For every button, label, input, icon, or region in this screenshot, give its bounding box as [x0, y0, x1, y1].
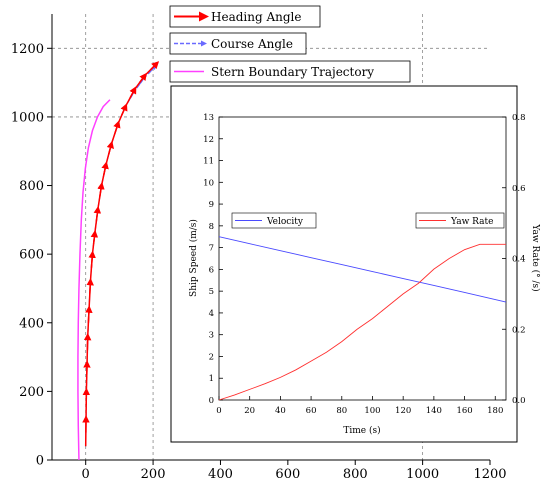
series-line-stern-boundary [77, 99, 111, 461]
legend-box-course [169, 32, 307, 55]
inset-y-tick-label: 7 [209, 244, 214, 254]
legend-item-stern: Stern Boundary Trajectory [169, 60, 411, 83]
inset-y-tick-label: 11 [203, 157, 214, 167]
heading-angle-arrow [90, 229, 99, 244]
inset-y2-tick-label: 0.4 [512, 255, 526, 265]
y-tick-label: 400 [19, 316, 44, 331]
inset-y-axis-label: Ship Speed (m/s) [188, 219, 199, 297]
inset-x-ticks: 0 20 40 60 80 100 120 140 160 180 [216, 396, 503, 416]
x-tick-label: 400 [208, 467, 233, 482]
inset-legend-velocity: Velocity [231, 212, 317, 229]
inset-y2-ticks: 0.0 0.2 0.4 0.6 0.8 [502, 113, 526, 406]
inset-x-tick-label: 20 [244, 406, 255, 416]
heading-angle-arrow [97, 181, 105, 198]
legend-item-heading: Heading Angle [169, 5, 321, 28]
x-tick-label: 1000 [406, 467, 439, 482]
heading-angle-arrow [93, 205, 102, 222]
heading-angle-arrow [86, 277, 94, 296]
heading-angle-arrow [129, 86, 137, 99]
inset-x-tick-label: 80 [336, 406, 347, 416]
legend-box-heading [169, 5, 321, 28]
x-tick-label: 200 [141, 467, 166, 482]
inset-y2-tick-label: 0.6 [512, 184, 526, 194]
inset-y-tick-label: 10 [203, 178, 214, 188]
x-tick-label: 800 [343, 467, 368, 482]
inset-y-tick-label: 8 [209, 222, 214, 232]
inset-y2-axis-label: Yaw Rate (° /s) [530, 223, 541, 291]
y-tick-label: 800 [19, 179, 44, 194]
main-y-ticks: 0 200 400 600 800 1000 1200 [11, 42, 52, 469]
legend-item-course: Course Angle [169, 32, 307, 55]
inset-legend-box-velocity [231, 212, 317, 229]
legend-box-stern [169, 60, 411, 83]
inset-background [170, 85, 518, 443]
inset-legend-label-velocity: Velocity [266, 217, 304, 227]
inset-x-tick-label: 120 [395, 406, 411, 416]
inset-x-tick-label: 0 [216, 406, 221, 416]
y-tick-label: 600 [19, 248, 44, 263]
inset-y-tick-label: 2 [209, 352, 214, 362]
inset-y-tick-label: 5 [209, 287, 214, 297]
inset-x-tick-label: 60 [306, 406, 317, 416]
heading-angle-arrow [150, 61, 160, 71]
inset-x-tick-label: 100 [364, 406, 380, 416]
heading-angle-arrow [106, 140, 114, 155]
inset-y-tick-label: 9 [209, 200, 214, 210]
heading-angle-arrow [88, 250, 96, 268]
series-line-velocity [218, 236, 507, 303]
heading-angle-arrow [101, 161, 109, 176]
legend-label-stern: Stern Boundary Trajectory [211, 65, 374, 79]
x-tick-label: 600 [275, 467, 300, 482]
heading-angle-arrow [113, 120, 121, 135]
inset-y-tick-label: 12 [203, 135, 214, 145]
inset-y-tick-label: 3 [209, 331, 214, 341]
inset-y-tick-label: 4 [209, 309, 214, 319]
main-x-ticks: 0 200 400 600 800 1000 1200 [82, 460, 507, 482]
legend-label-heading: Heading Angle [211, 10, 301, 24]
inset-chart: 0 20 40 60 80 100 120 140 160 180 012345678910111… [170, 85, 541, 443]
inset-y-tick-label: 13 [203, 113, 214, 123]
inset-series [218, 236, 507, 401]
inset-x-tick-label: 140 [426, 406, 442, 416]
main-legend: Heading Angle Course Angle Stern Boundar… [169, 5, 411, 83]
inset-legend-label-yaw: Yaw Rate [450, 217, 493, 227]
inset-x-tick-label: 40 [275, 406, 286, 416]
heading-angle-arrow [85, 305, 93, 323]
inset-y2-tick-label: 0.0 [512, 396, 526, 406]
legend-label-course: Course Angle [211, 37, 293, 51]
series-line-yaw-rate [218, 243, 506, 401]
inset-x-axis-label: Time (s) [343, 425, 380, 436]
inset-x-tick-label: 160 [456, 406, 472, 416]
inset-legend-box-yaw [415, 212, 505, 229]
inset-y-tick-label: 1 [209, 374, 214, 384]
inset-y-tick-label: 6 [209, 265, 214, 275]
y-tick-label: 200 [19, 385, 44, 400]
inset-x-tick-label: 180 [487, 406, 503, 416]
x-tick-label: 0 [82, 467, 90, 482]
inset-y2-tick-label: 0.8 [512, 113, 526, 123]
y-tick-label: 1000 [11, 110, 44, 125]
y-tick-label: 0 [36, 454, 44, 469]
inset-y-tick-label: 0 [209, 396, 214, 406]
heading-angle-arrow [138, 72, 147, 84]
main-series [77, 61, 160, 461]
x-tick-label: 1200 [473, 467, 506, 482]
y-tick-label: 1200 [11, 42, 44, 57]
inset-y2-tick-label: 0.2 [512, 325, 526, 335]
inset-legend-yaw: Yaw Rate [415, 212, 505, 229]
heading-angle-arrow [120, 103, 128, 116]
